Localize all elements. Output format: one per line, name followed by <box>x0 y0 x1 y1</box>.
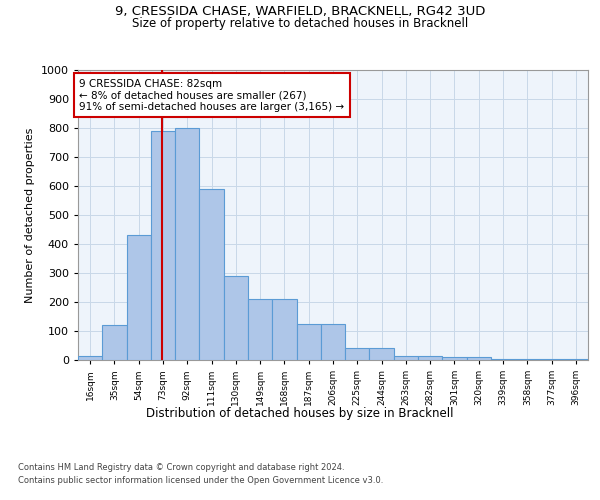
Text: Size of property relative to detached houses in Bracknell: Size of property relative to detached ho… <box>132 18 468 30</box>
Bar <box>515 358 539 360</box>
Bar <box>539 359 564 360</box>
Text: 9, CRESSIDA CHASE, WARFIELD, BRACKNELL, RG42 3UD: 9, CRESSIDA CHASE, WARFIELD, BRACKNELL, … <box>115 5 485 18</box>
Bar <box>345 348 370 360</box>
Bar <box>151 131 175 360</box>
Bar <box>467 357 491 360</box>
Bar <box>272 299 296 360</box>
Bar <box>102 325 127 360</box>
Bar <box>199 189 224 360</box>
Bar <box>370 348 394 360</box>
Bar <box>248 299 272 360</box>
Bar <box>175 128 199 360</box>
Bar <box>564 358 588 360</box>
Bar <box>442 357 467 360</box>
Bar <box>127 236 151 360</box>
Bar <box>491 358 515 360</box>
Bar <box>321 324 345 360</box>
Bar <box>224 276 248 360</box>
Text: 9 CRESSIDA CHASE: 82sqm
← 8% of detached houses are smaller (267)
91% of semi-de: 9 CRESSIDA CHASE: 82sqm ← 8% of detached… <box>79 78 344 112</box>
Text: Contains public sector information licensed under the Open Government Licence v3: Contains public sector information licen… <box>18 476 383 485</box>
Text: Contains HM Land Registry data © Crown copyright and database right 2024.: Contains HM Land Registry data © Crown c… <box>18 462 344 471</box>
Bar <box>418 356 442 360</box>
Text: Distribution of detached houses by size in Bracknell: Distribution of detached houses by size … <box>146 408 454 420</box>
Bar <box>78 356 102 360</box>
Bar <box>394 356 418 360</box>
Y-axis label: Number of detached properties: Number of detached properties <box>25 128 35 302</box>
Bar <box>296 324 321 360</box>
